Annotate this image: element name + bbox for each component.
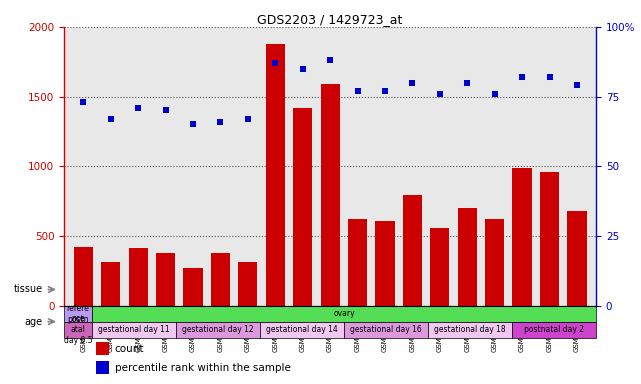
Point <box>407 79 417 86</box>
Bar <box>458 208 477 306</box>
Point <box>544 74 554 80</box>
Text: postn
atal
day 0.5: postn atal day 0.5 <box>64 315 92 344</box>
Point <box>78 99 88 105</box>
Title: GDS2203 / 1429723_at: GDS2203 / 1429723_at <box>258 13 403 26</box>
Bar <box>403 195 422 306</box>
Point <box>353 88 363 94</box>
Text: gestational day 12: gestational day 12 <box>182 325 254 334</box>
Point <box>462 79 472 86</box>
Text: gestational day 16: gestational day 16 <box>350 325 422 334</box>
Bar <box>512 322 596 338</box>
Text: ovary: ovary <box>333 309 355 318</box>
Bar <box>513 168 531 306</box>
Point <box>243 116 253 122</box>
Bar <box>567 211 587 306</box>
Point <box>215 119 226 125</box>
Point <box>106 116 116 122</box>
Bar <box>96 361 110 374</box>
Point <box>325 57 335 63</box>
Point <box>297 66 308 72</box>
Text: gestational day 18: gestational day 18 <box>435 325 506 334</box>
Bar <box>348 219 367 306</box>
Text: gestational day 14: gestational day 14 <box>266 325 338 334</box>
Point <box>380 88 390 94</box>
Bar <box>92 306 596 322</box>
Point <box>270 60 280 66</box>
Point <box>517 74 527 80</box>
Point <box>188 121 198 127</box>
Bar <box>320 84 340 306</box>
Bar <box>129 248 147 306</box>
Text: percentile rank within the sample: percentile rank within the sample <box>115 363 290 373</box>
Bar <box>485 219 504 306</box>
Bar <box>428 322 512 338</box>
Bar <box>260 322 344 338</box>
Text: postnatal day 2: postnatal day 2 <box>524 325 584 334</box>
Text: refere
nce: refere nce <box>67 304 90 323</box>
Bar <box>344 322 428 338</box>
Point <box>572 82 582 88</box>
Text: gestational day 11: gestational day 11 <box>98 325 170 334</box>
Point <box>133 104 144 111</box>
Bar <box>92 322 176 338</box>
Bar <box>211 253 230 306</box>
Point <box>435 91 445 97</box>
Bar <box>176 322 260 338</box>
Bar <box>430 228 449 306</box>
Bar <box>265 44 285 306</box>
Bar <box>238 262 258 306</box>
Bar <box>540 172 559 306</box>
Bar <box>64 306 92 322</box>
Bar <box>64 322 92 338</box>
Text: count: count <box>115 344 144 354</box>
Bar <box>74 247 93 306</box>
Bar <box>293 108 312 306</box>
Point <box>490 91 500 97</box>
Bar <box>156 253 175 306</box>
Bar <box>183 268 203 306</box>
Point <box>160 108 171 114</box>
Bar <box>96 342 110 355</box>
Bar <box>376 220 395 306</box>
Text: tissue: tissue <box>13 285 43 295</box>
Bar <box>101 262 121 306</box>
Text: age: age <box>25 317 43 327</box>
